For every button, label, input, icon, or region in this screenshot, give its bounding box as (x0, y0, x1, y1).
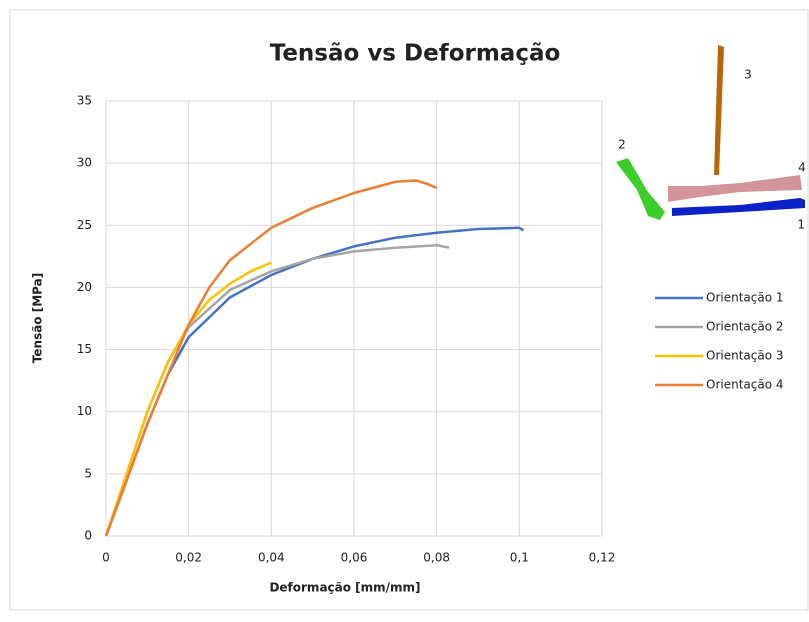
y-tick-label: 35 (77, 94, 92, 108)
legend-label: Orientação 4 (706, 378, 784, 392)
y-tick-label: 30 (77, 156, 92, 170)
x-axis-title: Deformação [mm/mm] (269, 581, 420, 595)
x-tick-label: 0,04 (258, 551, 285, 565)
x-tick-label: 0,02 (175, 551, 202, 565)
x-tick-label: 0 (102, 551, 110, 565)
chart-title: Tensão vs Deformação (270, 41, 561, 67)
x-tick-label: 0,1 (510, 551, 529, 565)
legend-label: Orientação 3 (706, 349, 784, 363)
annotation: 2 (618, 138, 626, 152)
chart: Tensão vs Deformação Deformação [mm/mm] … (0, 0, 809, 622)
x-tick-label: 0,08 (423, 551, 450, 565)
y-tick-label: 20 (77, 280, 92, 294)
y-tick-label: 25 (77, 218, 92, 232)
x-tick-label: 0,06 (341, 551, 368, 565)
annotation: 4 (798, 161, 806, 175)
x-tick-label: 0,12 (589, 551, 616, 565)
chart-frame (10, 10, 808, 610)
y-tick-label: 0 (84, 529, 92, 543)
annotation: 1 (797, 218, 805, 232)
y-tick-label: 10 (77, 404, 92, 418)
legend-label: Orientação 2 (706, 320, 784, 334)
y-tick-label: 5 (84, 466, 92, 480)
y-axis-title: Tensão [MPa] (31, 273, 45, 363)
annotation: 3 (744, 68, 752, 82)
page: Tensão vs Deformação Deformação [mm/mm] … (0, 0, 809, 622)
y-tick-label: 15 (77, 342, 92, 356)
legend-label: Orientação 1 (706, 291, 784, 305)
